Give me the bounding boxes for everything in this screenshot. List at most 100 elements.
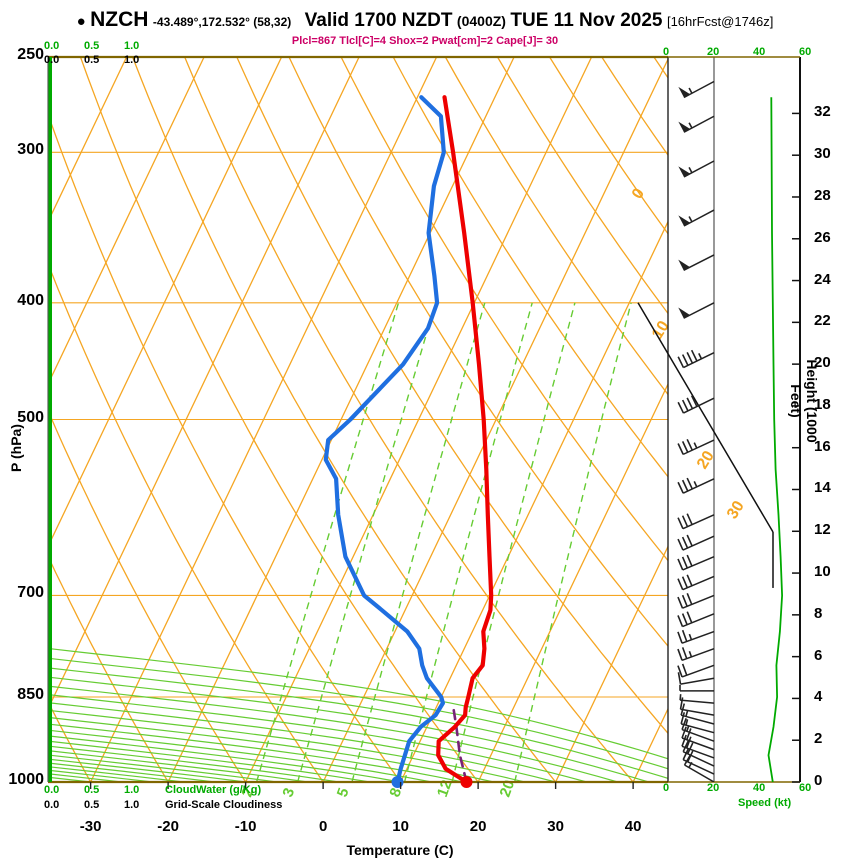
speed-top-tick: 60 — [799, 46, 812, 58]
speed-bottom-tick: 20 — [707, 782, 720, 794]
forecast-stamp: [16hrFcst@1746z] — [666, 14, 774, 29]
height-tick: 0 — [814, 772, 823, 789]
wind-barb — [677, 672, 715, 685]
speed-top-tick: 0 — [663, 46, 670, 58]
mixing-ratio-label: 12 — [434, 778, 456, 799]
cloudiness-bottom-tick: 0.5 — [84, 799, 100, 811]
wind-barb — [679, 697, 715, 716]
pressure-tick: 1000 — [8, 771, 44, 788]
height-profile-line — [767, 97, 784, 782]
cloudwater-top-tick: 0.0 — [44, 40, 60, 52]
isobar-grid — [48, 56, 668, 783]
temperature-tick: -20 — [157, 818, 179, 835]
parcel-trace — [452, 706, 468, 782]
cloudwater-bottom-tick: 0.5 — [84, 784, 100, 796]
cloudiness-bottom-tick: 0.0 — [44, 799, 60, 811]
height-tick: 24 — [814, 270, 831, 288]
temperature-tick: 10 — [392, 818, 409, 835]
mixing-ratio-grid — [255, 302, 632, 782]
wind-barb — [677, 611, 715, 628]
wind-barb — [682, 740, 715, 767]
dry-adiabat-label: 10 — [649, 318, 673, 342]
wind-barb — [677, 593, 715, 609]
wind-barb — [677, 534, 715, 551]
valid-date: TUE 11 Nov 2025 — [510, 10, 663, 31]
trace-temperature — [436, 95, 494, 782]
cloudiness-bottom-tick: 1.0 — [124, 799, 140, 811]
height-tick: 26 — [814, 228, 831, 246]
wind-barb — [678, 160, 715, 178]
wind-barb — [677, 395, 715, 414]
dry-adiabat-label: 0 — [629, 185, 648, 202]
pressure-tick: 500 — [17, 408, 44, 426]
plot-frame — [47, 55, 801, 784]
mixing-ratio-label: 5 — [334, 786, 353, 800]
speed-top-tick: 20 — [707, 46, 720, 58]
height-tick: 2 — [814, 730, 823, 748]
cloudiness-top-tick: 1.0 — [124, 54, 140, 66]
temperature-tick: 20 — [469, 818, 487, 835]
speed-axis-label: Speed (kt) — [738, 797, 792, 809]
moist-adiabat-grid — [48, 647, 668, 782]
trace-dewpoint — [323, 95, 446, 782]
valid-zulu: (0400Z) — [456, 13, 506, 29]
temperature-tick: -10 — [234, 818, 257, 835]
height-tick: 16 — [814, 437, 831, 455]
height-profile-trace — [767, 97, 784, 782]
wind-barb — [677, 629, 715, 644]
dewpoint-trace — [323, 95, 446, 782]
height-tick: 22 — [814, 312, 831, 330]
height-tick: 30 — [814, 145, 831, 163]
wind-barb — [682, 748, 715, 775]
dry-adiabat-label: 20 — [694, 448, 718, 472]
valid-time: Valid 1700 NZDT — [304, 10, 453, 31]
dry-adiabat-label: 30 — [724, 498, 748, 522]
pressure-tick: 400 — [17, 291, 44, 309]
pressure-axis-label: P (hPa) — [8, 424, 24, 472]
height-tick: 6 — [814, 646, 823, 664]
wind-barb — [678, 115, 715, 133]
temperature-tick: 0 — [318, 818, 328, 835]
mixing-ratio-label: 8 — [386, 786, 405, 800]
wind-barb — [681, 726, 715, 751]
station-id: NZCH — [90, 8, 149, 31]
cloudwater-top-tick: 0.5 — [84, 40, 100, 52]
stability-indices: Plcl=867 Tlcl[C]=4 Shox=2 Pwat[cm]=2 Cap… — [291, 35, 559, 47]
dry-adiabat-grid — [48, 57, 668, 782]
pressure-tick: 850 — [17, 686, 44, 703]
height-tick: 8 — [814, 604, 823, 622]
title-bar: ● NZCH -43.489°,172.532° (58,32) Valid 1… — [0, 8, 850, 32]
height-tick: 20 — [814, 354, 831, 372]
wind-barb — [680, 712, 715, 734]
wind-barb-column — [677, 80, 715, 782]
height-tick: 14 — [814, 479, 831, 497]
pressure-tick: 250 — [17, 46, 44, 63]
cloudwater-bottom-tick: 0.0 — [44, 784, 60, 796]
temperature-tick: 40 — [624, 818, 642, 835]
surface-dewpoint — [391, 776, 404, 788]
pressure-tick: 300 — [17, 141, 44, 159]
cloudiness-top-tick: 0.5 — [84, 54, 100, 66]
speed-top-tick: 40 — [753, 46, 766, 58]
temperature-axis-label: Temperature (C) — [346, 842, 454, 858]
wind-barb — [679, 684, 714, 692]
trace-parcel — [452, 706, 468, 782]
wind-barb — [679, 694, 715, 704]
speed-bottom-tick: 60 — [799, 782, 812, 794]
station-coords: -43.489°,172.532° (58,32) — [152, 15, 292, 29]
height-tick: 18 — [814, 395, 831, 413]
wind-barb — [678, 80, 715, 99]
cloudwater-top-tick: 1.0 — [124, 40, 140, 52]
speed-bottom-tick: 40 — [753, 782, 766, 794]
speed-bottom-tick: 0 — [663, 782, 670, 794]
temperature-trace — [436, 95, 494, 782]
cloudwater-axis-label: CloudWater (g/Kg) — [165, 784, 262, 796]
wind-barb — [677, 477, 715, 494]
wind-barb — [677, 663, 715, 678]
wind-barb — [677, 349, 715, 369]
wind-barb — [678, 209, 715, 227]
wind-barb — [681, 734, 715, 759]
